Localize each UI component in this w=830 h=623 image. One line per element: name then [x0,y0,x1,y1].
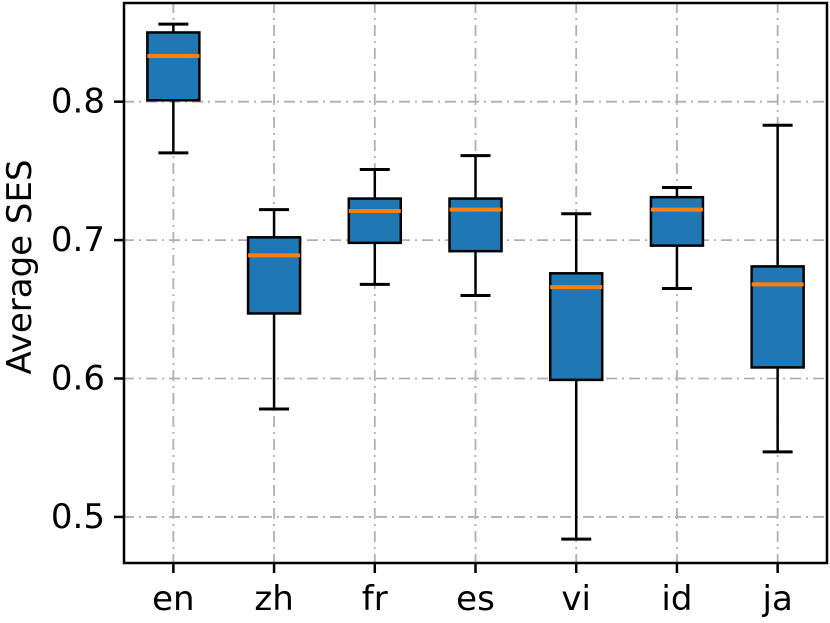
box-group-zh [246,208,302,411]
y-tick-label: 0.7 [51,220,105,260]
tick-label-layer: 0.5 0.6 0.7 0.8 en zh fr es vi id ja [51,82,793,619]
box-layer [146,22,805,541]
iqr-box [548,272,604,382]
iqr-box [347,197,403,245]
axis-layer [114,1,829,573]
y-tick-label: 0.6 [51,359,105,399]
iqr-box [146,31,201,102]
x-tick-label: fr [362,579,388,619]
x-tick-label: es [456,579,495,619]
box-group-ja [750,123,805,454]
y-tick-label: 0.8 [51,82,105,122]
x-tick-label: ja [762,579,793,619]
box-group-id [649,185,705,291]
iqr-box [750,265,805,369]
box-group-es [448,154,503,297]
box-group-fr [347,167,403,286]
y-tick-label: 0.5 [51,497,105,537]
plot-frame [122,1,829,565]
box-group-en [146,22,201,155]
x-tick-label: zh [254,579,293,619]
iqr-box [246,236,302,315]
x-tick-label: id [661,579,692,619]
x-tick-label: en [152,579,194,619]
iqr-box [448,197,503,253]
x-tick-label: vi [561,579,591,619]
box-group-vi [548,212,604,541]
y-axis-label: Average SES [0,159,40,374]
iqr-box [649,195,705,247]
